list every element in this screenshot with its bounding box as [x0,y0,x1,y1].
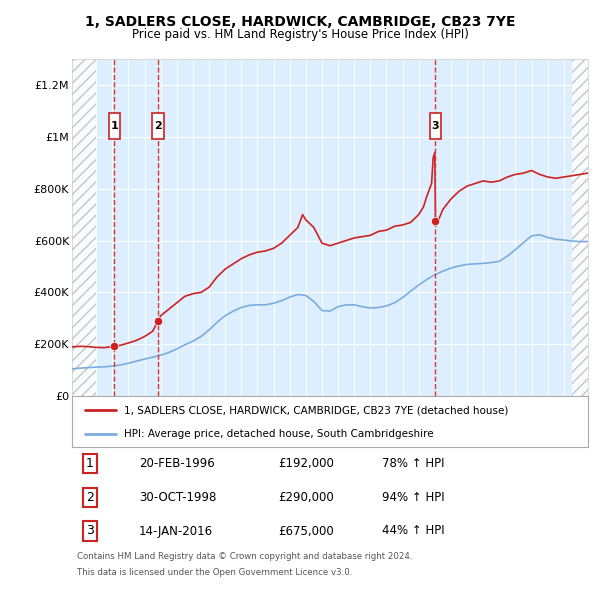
FancyBboxPatch shape [430,113,441,139]
Text: 1, SADLERS CLOSE, HARDWICK, CAMBRIDGE, CB23 7YE (detached house): 1, SADLERS CLOSE, HARDWICK, CAMBRIDGE, C… [124,405,508,415]
Text: 20-FEB-1996: 20-FEB-1996 [139,457,215,470]
Text: 1: 1 [86,457,94,470]
Bar [572,59,588,396]
Text: £675,000: £675,000 [278,525,334,537]
Text: 14-JAN-2016: 14-JAN-2016 [139,525,213,537]
Text: £290,000: £290,000 [278,491,334,504]
FancyBboxPatch shape [109,113,120,139]
Text: 1, SADLERS CLOSE, HARDWICK, CAMBRIDGE, CB23 7YE: 1, SADLERS CLOSE, HARDWICK, CAMBRIDGE, C… [85,15,515,29]
Text: 44% ↑ HPI: 44% ↑ HPI [382,525,444,537]
FancyBboxPatch shape [152,113,164,139]
Text: 78% ↑ HPI: 78% ↑ HPI [382,457,444,470]
Text: Price paid vs. HM Land Registry's House Price Index (HPI): Price paid vs. HM Land Registry's House … [131,28,469,41]
Text: 2: 2 [86,491,94,504]
Bar [72,59,96,396]
Text: 1: 1 [110,122,118,132]
Text: 3: 3 [431,122,439,132]
Text: 94% ↑ HPI: 94% ↑ HPI [382,491,444,504]
Text: 30-OCT-1998: 30-OCT-1998 [139,491,217,504]
Text: £192,000: £192,000 [278,457,334,470]
Text: This data is licensed under the Open Government Licence v3.0.: This data is licensed under the Open Gov… [77,568,353,576]
Text: HPI: Average price, detached house, South Cambridgeshire: HPI: Average price, detached house, Sout… [124,429,433,439]
Text: 2: 2 [154,122,162,132]
Text: Contains HM Land Registry data © Crown copyright and database right 2024.: Contains HM Land Registry data © Crown c… [77,552,413,562]
Text: 3: 3 [86,525,94,537]
